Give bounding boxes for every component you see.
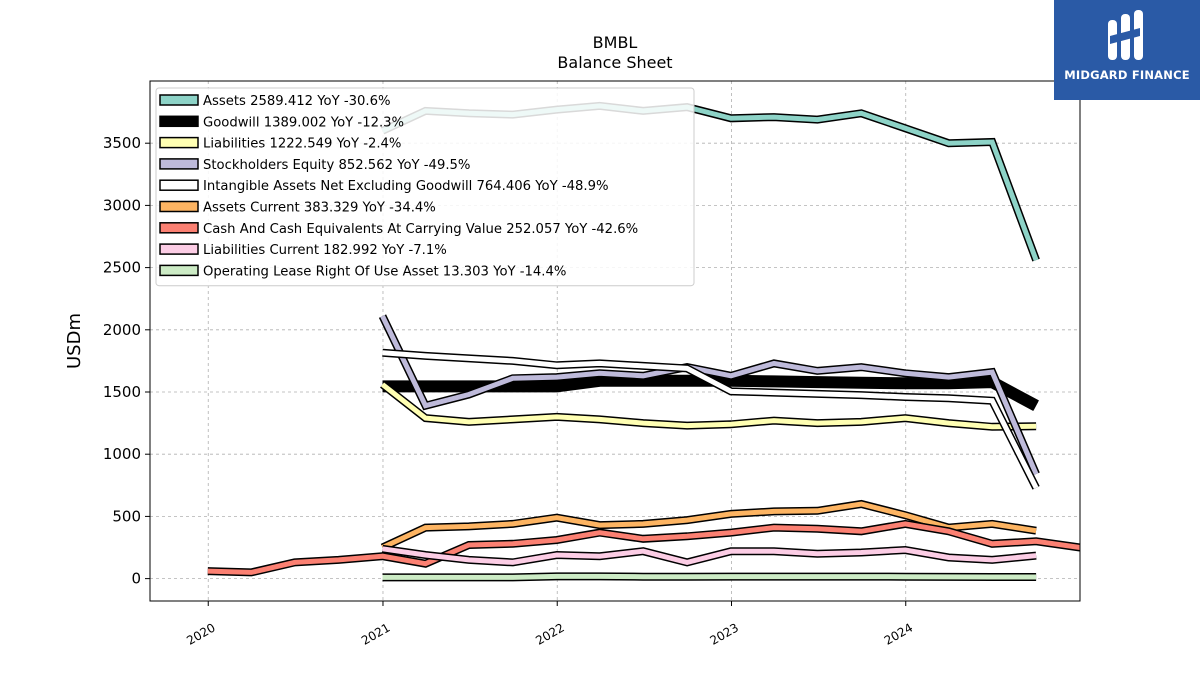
series-line-5 bbox=[382, 350, 1039, 489]
midgard-finance-logo: MIDGARD FINANCE bbox=[1054, 0, 1200, 100]
y-tick-label: 2500 bbox=[103, 259, 141, 277]
legend-label: Operating Lease Right Of Use Asset 13.30… bbox=[203, 264, 566, 279]
series-line-7 bbox=[207, 521, 1081, 575]
legend-label: Goodwill 1389.002 YoY -12.3% bbox=[203, 115, 404, 130]
x-tick-label: 2020 bbox=[184, 620, 217, 647]
legend-swatch bbox=[159, 158, 199, 170]
legend-label: Stockholders Equity 852.562 YoY -49.5% bbox=[203, 158, 470, 173]
legend-swatch bbox=[159, 222, 199, 234]
y-tick-label: 3000 bbox=[103, 196, 141, 214]
brand-name: MIDGARD FINANCE bbox=[1064, 68, 1190, 82]
legend-swatch bbox=[159, 136, 199, 149]
legend-swatch bbox=[159, 264, 199, 277]
legend-swatch bbox=[159, 243, 199, 255]
legend-swatch bbox=[159, 200, 199, 213]
series-line-3 bbox=[380, 382, 1037, 430]
y-tick-label: 0 bbox=[131, 570, 141, 588]
y-tick-label: 1500 bbox=[103, 383, 141, 401]
series-line-4 bbox=[380, 315, 1039, 476]
legend-label: Assets 2589.412 YoY -30.6% bbox=[203, 94, 391, 109]
logo-mark-icon bbox=[1108, 10, 1143, 60]
series-line-6 bbox=[381, 501, 1037, 550]
x-tick-label: 2023 bbox=[708, 620, 741, 647]
chart-title: BMBL bbox=[592, 33, 638, 52]
legend-box bbox=[155, 87, 695, 287]
legend-swatch bbox=[159, 94, 199, 106]
x-tick-label: 2022 bbox=[533, 620, 566, 647]
legend-swatch bbox=[159, 115, 199, 128]
legend-label: Cash And Cash Equivalents At Carrying Va… bbox=[203, 222, 638, 237]
y-tick-label: 500 bbox=[112, 507, 141, 525]
y-tick-label: 3500 bbox=[103, 134, 141, 152]
legend-label: Assets Current 383.329 YoY -34.4% bbox=[203, 201, 436, 216]
legend-label: Liabilities Current 182.992 YoY -7.1% bbox=[203, 243, 447, 258]
x-tick-label: 2024 bbox=[882, 620, 915, 647]
axes-frame bbox=[149, 80, 1081, 602]
y-tick-label: 1000 bbox=[103, 445, 141, 463]
y-tick-label: 2000 bbox=[103, 321, 141, 339]
x-tick-label: 2021 bbox=[359, 620, 392, 647]
legend-label: Liabilities 1222.549 YoY -2.4% bbox=[203, 137, 401, 152]
series-line-8 bbox=[382, 546, 1037, 565]
legend-swatch bbox=[159, 179, 199, 191]
legend-label: Intangible Assets Net Excluding Goodwill… bbox=[203, 179, 609, 194]
y-axis-label: USDm bbox=[64, 313, 85, 369]
chart-subtitle: Balance Sheet bbox=[557, 53, 673, 72]
series-line-9 bbox=[382, 573, 1037, 580]
